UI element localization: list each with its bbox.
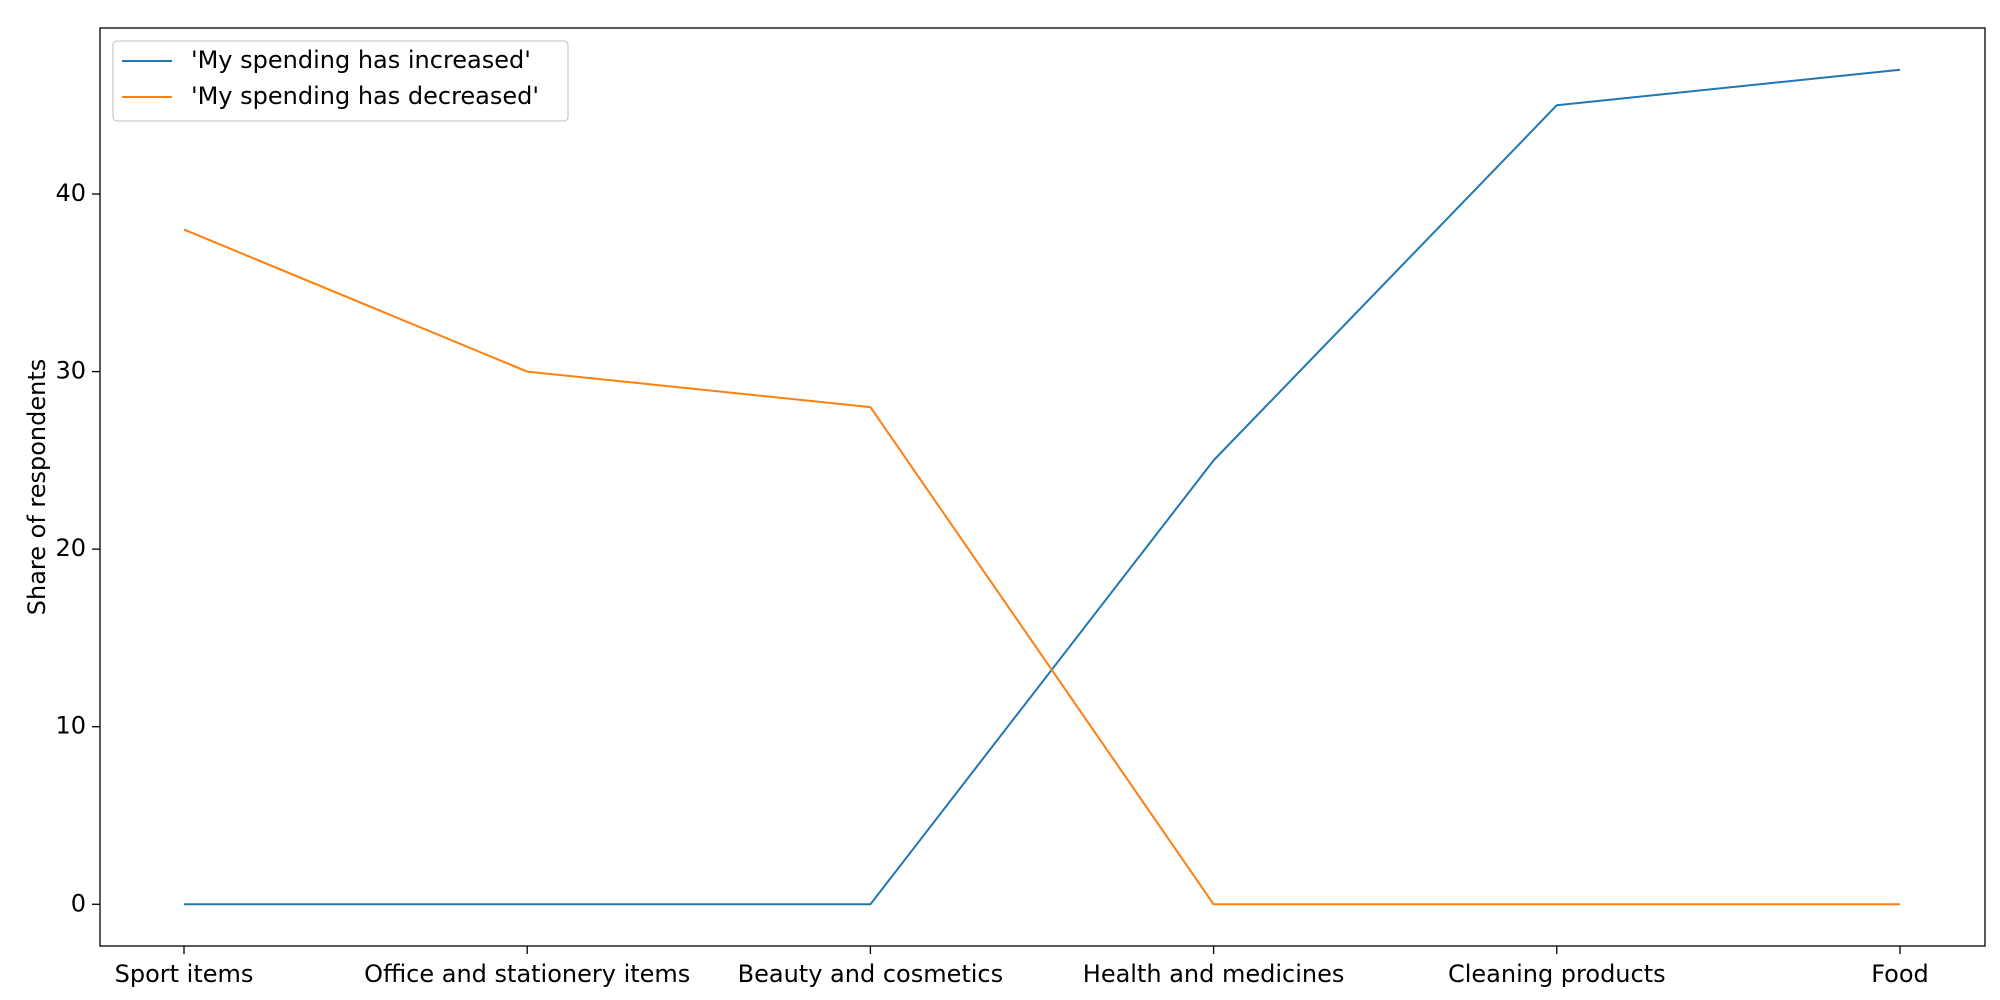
legend-box bbox=[112, 40, 569, 122]
y-tick-label-10: 10 bbox=[55, 712, 86, 740]
x-tick-label-health-and-medicines: Health and medicines bbox=[1083, 960, 1345, 988]
x-tick-label-sport-items: Sport items bbox=[115, 960, 254, 988]
series-line-1 bbox=[183, 228, 1900, 906]
plot-frame bbox=[99, 27, 1986, 947]
x-tick-label-food: Food bbox=[1871, 960, 1929, 988]
y-tick-label-30: 30 bbox=[55, 357, 86, 385]
x-tick-label-cleaning-products: Cleaning products bbox=[1448, 960, 1666, 988]
y-ticks: 0 10 20 30 40 bbox=[55, 179, 100, 917]
y-tick-label-40: 40 bbox=[55, 179, 86, 207]
x-tick-label-office-and-stationery-items: Office and stationery items bbox=[364, 960, 690, 988]
plot-background bbox=[100, 28, 1985, 946]
x-ticks: Sport items Office and stationery items Be… bbox=[115, 946, 1929, 988]
y-axis-label: Share of respondents bbox=[23, 359, 51, 616]
legend: 'My spending has increased' 'My spending… bbox=[112, 40, 569, 122]
y-tick-label-0: 0 bbox=[71, 889, 86, 917]
y-tick-label-20: 20 bbox=[55, 534, 86, 562]
legend-label-increased: 'My spending has increased' bbox=[191, 46, 531, 74]
x-tick-label-beauty-and-cosmetics: Beauty and cosmetics bbox=[738, 960, 1003, 988]
legend-label-decreased: 'My spending has decreased' bbox=[191, 82, 539, 110]
series-layer bbox=[183, 68, 1901, 906]
series-line-0 bbox=[184, 68, 1901, 906]
